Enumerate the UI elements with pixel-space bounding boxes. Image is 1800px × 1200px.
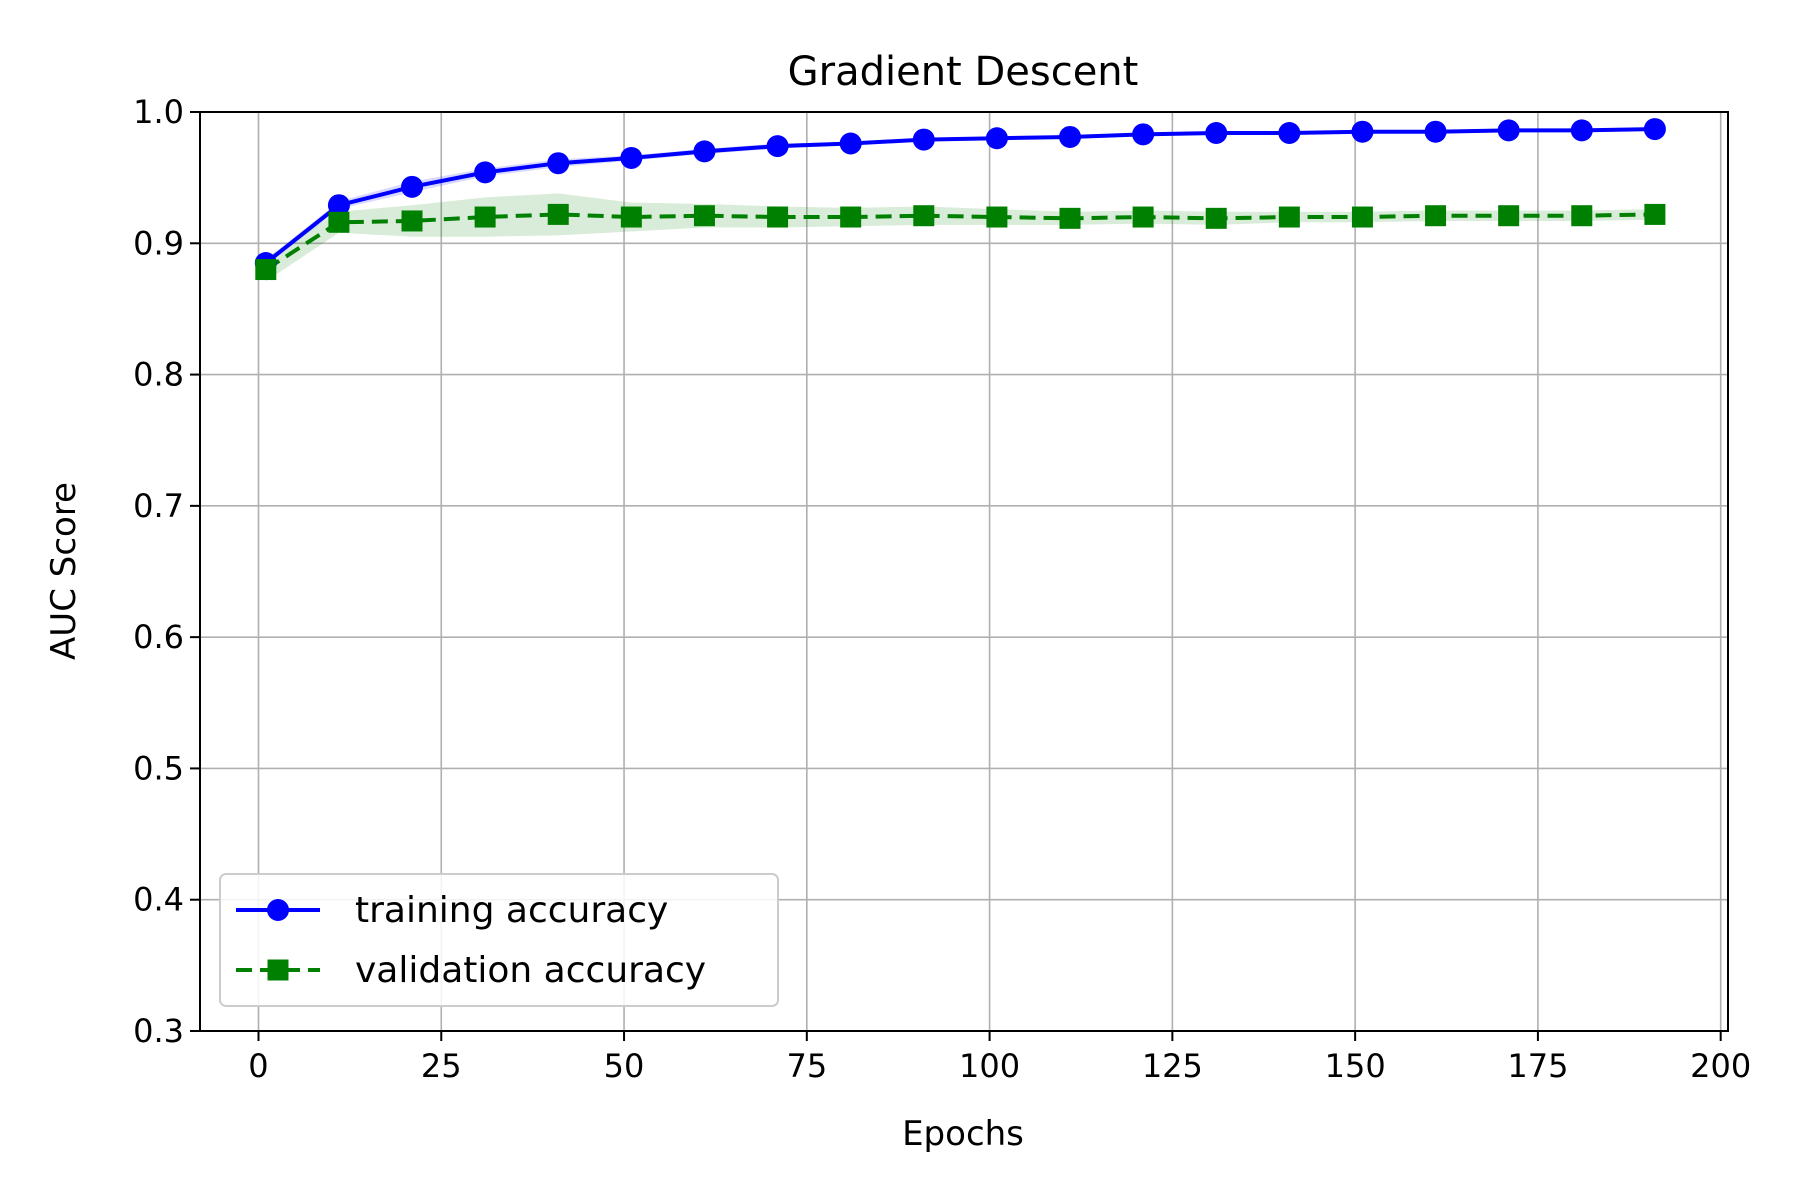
series-markers	[254, 118, 1666, 281]
validation-accuracy-point	[913, 205, 935, 227]
legend-box	[219, 873, 779, 1007]
training-accuracy-point	[474, 161, 497, 184]
y-tick-label: 1.0	[133, 93, 184, 131]
legend-marker-validation	[267, 959, 289, 981]
y-tick-label: 0.5	[133, 749, 184, 787]
validation-accuracy-point	[1059, 207, 1081, 229]
training-accuracy-point	[620, 146, 643, 169]
y-axis-label: AUC Score	[44, 482, 84, 660]
validation-accuracy-point	[1644, 203, 1666, 225]
y-tick-label: 0.3	[133, 1012, 184, 1050]
training-accuracy-point	[839, 132, 862, 155]
training-accuracy-point	[547, 152, 570, 175]
training-accuracy-point	[1205, 122, 1228, 145]
validation-accuracy-point	[328, 211, 350, 233]
validation-accuracy-point	[474, 206, 496, 228]
plot-frame	[199, 111, 1729, 1032]
x-tick-label: 200	[1690, 1047, 1751, 1085]
validation-accuracy-point	[620, 206, 642, 228]
training-accuracy-line	[264, 127, 1655, 265]
x-tick-label: 25	[421, 1047, 462, 1085]
y-tick-label: 0.4	[133, 881, 184, 919]
training-accuracy-band	[265, 127, 1655, 266]
training-accuracy-point	[1570, 119, 1593, 142]
training-accuracy-point	[912, 128, 935, 151]
legend-label-validation: validation accuracy	[355, 950, 706, 991]
x-tick-label: 100	[959, 1047, 1020, 1085]
validation-accuracy-point	[1351, 206, 1373, 228]
validation-accuracy-point	[840, 206, 862, 228]
y-tick-label: 0.7	[133, 487, 184, 525]
training-accuracy-point	[1132, 123, 1155, 146]
training-accuracy-point	[1643, 118, 1666, 141]
validation-accuracy-point	[1278, 206, 1300, 228]
x-tick-label: 50	[604, 1047, 645, 1085]
validation-accuracy-point	[1205, 207, 1227, 229]
validation-accuracy-point	[547, 203, 569, 225]
training-accuracy-point	[1351, 120, 1374, 143]
validation-accuracy-point	[1132, 206, 1154, 228]
x-tick-label: 150	[1325, 1047, 1386, 1085]
validation-accuracy-point	[693, 205, 715, 227]
validation-accuracy-line	[264, 212, 1655, 272]
validation-accuracy-point	[1425, 205, 1447, 227]
y-tick-label: 0.9	[133, 224, 184, 262]
series-lines	[264, 127, 1655, 272]
training-accuracy-point	[327, 194, 350, 217]
training-accuracy-point	[985, 127, 1008, 150]
x-tick-label: 75	[786, 1047, 827, 1085]
training-accuracy-point	[1059, 125, 1082, 148]
x-tick-label: 175	[1507, 1047, 1568, 1085]
y-tick-label: 0.8	[133, 356, 184, 394]
validation-accuracy-point	[986, 206, 1008, 228]
axis-ticks: 0 25 50 75 100 125 150 175 200 0.3 0.4 0.5 0.6 0.7 0.8…	[133, 93, 1751, 1085]
training-accuracy-point	[693, 140, 716, 163]
validation-accuracy-point	[767, 206, 789, 228]
y-tick-label: 0.6	[133, 618, 184, 656]
training-accuracy-point	[401, 175, 424, 198]
legend-marker-training	[267, 899, 289, 921]
training-accuracy-point	[766, 135, 789, 158]
validation-accuracy-point	[401, 210, 423, 232]
validation-accuracy-point	[1571, 205, 1593, 227]
training-accuracy-point	[1497, 119, 1520, 142]
x-tick-label: 0	[248, 1047, 268, 1085]
chart-title: Gradient Descent	[788, 49, 1139, 95]
training-accuracy-point	[1424, 120, 1447, 143]
training-accuracy-point	[1278, 122, 1301, 145]
legend-label-training: training accuracy	[355, 890, 668, 931]
validation-accuracy-point	[1498, 205, 1520, 227]
x-tick-label: 125	[1142, 1047, 1203, 1085]
legend: training accuracy validation accuracy	[219, 873, 779, 1007]
x-axis-label: Epochs	[902, 1114, 1024, 1154]
validation-accuracy-point	[255, 259, 277, 281]
